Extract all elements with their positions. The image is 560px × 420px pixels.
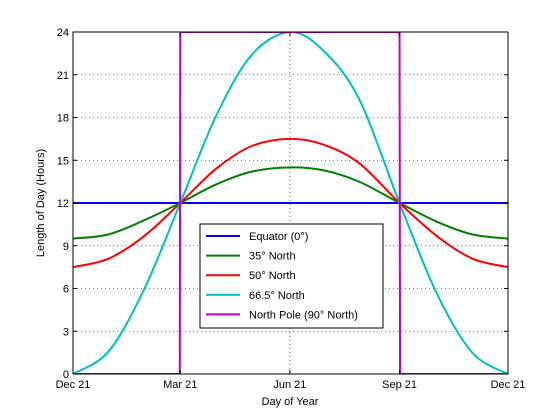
y-tick-label: 3 [63,326,69,338]
y-tick-label: 12 [57,198,69,210]
legend-label: Equator (0°) [249,231,308,243]
x-axis-label: Day of Year [262,396,319,408]
x-tick-label: Jun 21 [273,379,306,391]
y-tick-label: 6 [63,284,69,296]
x-tick-label: Sep 21 [382,379,417,391]
y-tick-label: 18 [57,113,69,125]
legend: Equator (0°) 35° North 50° North 66.5° Nort… [199,223,384,329]
legend-label: 50° North [249,270,296,282]
series-line-3 [73,32,508,374]
axis-ticks: 0 3 6 9 12 15 18 21 24 Dec 21 Mar 21 Jun 21 Sep 21 De… [56,27,526,391]
legend-label: North Pole (90° North) [249,309,358,321]
series-line-1 [73,166,508,240]
x-tick-label: Dec 21 [56,379,91,391]
legend-label: 66.5° North [249,290,305,302]
series-line-2 [73,137,508,269]
y-tick-label: 24 [57,27,69,39]
x-tick-label: Mar 21 [163,379,197,391]
legend-label: 35° North [249,251,296,263]
x-tick-label: Dec 21 [491,379,526,391]
series-lines [73,32,508,374]
y-tick-label: 9 [63,241,69,253]
y-tick-label: 15 [57,155,69,167]
y-axis-label: Length of Day (Hours) [35,149,47,257]
y-tick-label: 21 [57,70,69,82]
y-tick-label: 0 [63,369,69,381]
